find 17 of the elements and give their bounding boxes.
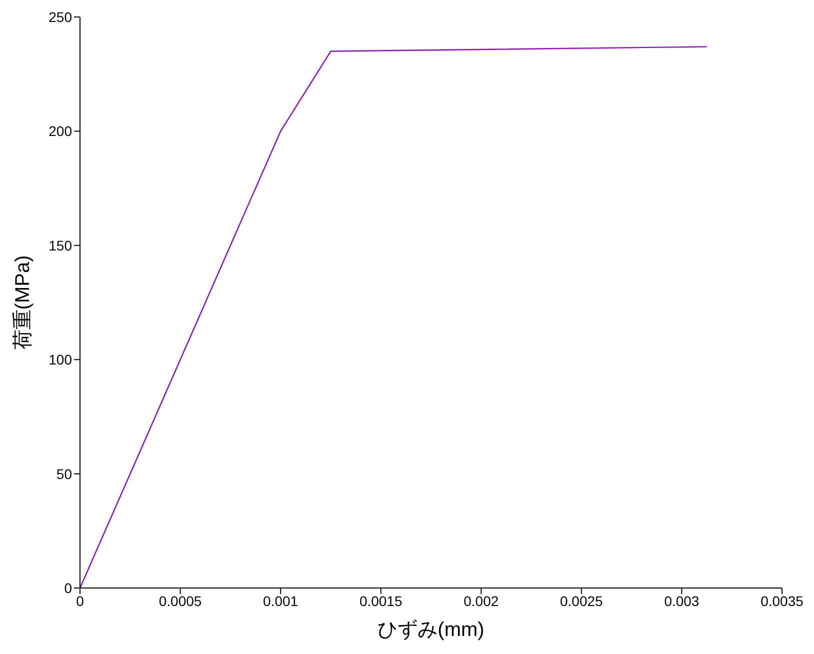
x-tick-label: 0.0015 xyxy=(359,592,402,609)
y-tick-label: 200 xyxy=(48,123,72,140)
x-tick-label: 0.0005 xyxy=(158,592,202,609)
line-series xyxy=(80,46,708,588)
y-tick-label: 100 xyxy=(48,352,72,368)
x-tick-label: 0.002 xyxy=(464,592,499,609)
y-tick-label: 0 xyxy=(64,580,72,596)
x-tick-label: 0.0025 xyxy=(560,592,604,609)
x-tick-label: 0.0035 xyxy=(760,592,804,609)
x-axis-title: ひずみ(mm) xyxy=(378,619,484,641)
x-tick-label: 0.003 xyxy=(664,592,700,609)
y-tick-label: 50 xyxy=(56,466,72,482)
y-tick-label: 150 xyxy=(48,237,72,254)
x-tick-label: 0 xyxy=(76,592,84,609)
y-axis-title: 荷重(MPa) xyxy=(12,255,34,350)
x-tick-label: 0.001 xyxy=(263,592,298,609)
y-tick-label: 250 xyxy=(48,8,72,25)
